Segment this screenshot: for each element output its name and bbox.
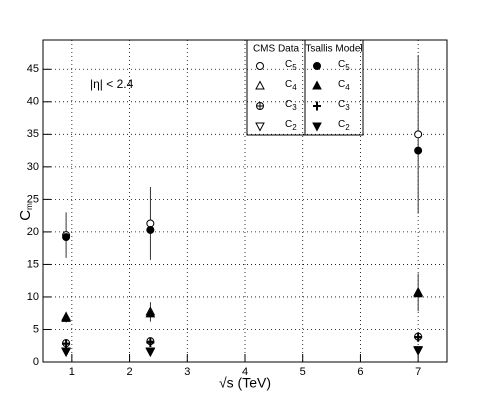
marker [62,339,71,349]
y-tick-label: 35 [27,128,39,140]
legend-label: C2 [285,119,297,132]
legend-label: C3 [285,99,297,112]
legend-label: C4 [285,79,297,92]
legend-marker [312,122,322,132]
y-tick-label: 0 [33,356,39,368]
x-axis-label: √s (TeV) [219,375,271,391]
x-tick-label: 7 [415,366,421,378]
marker [145,308,156,318]
marker [61,312,71,322]
legend-label: C2 [338,119,350,132]
legend-marker [256,62,264,70]
y-tick-label: 10 [27,291,39,303]
legend-label: C4 [338,79,350,92]
marker [146,337,155,347]
legend-marker [313,62,321,70]
y-tick-label: 45 [27,63,39,75]
x-tick-label: 2 [127,366,133,378]
y-tick-label: 20 [27,226,39,238]
marker [146,225,155,234]
marker [414,146,423,155]
marker [145,347,156,357]
y-tick-label: 15 [27,258,39,270]
marker [146,219,155,228]
annotation: |η| < 2.4 [90,77,134,91]
marker [414,332,423,342]
x-tick-label: 5 [300,366,306,378]
y-tick-label: 30 [27,161,39,173]
legend-marker [255,122,265,132]
y-axis-label: Cm [17,203,34,221]
legend-label: C3 [338,99,350,112]
marker [413,346,423,356]
marker [414,130,423,139]
x-tick-label: 3 [184,366,190,378]
x-tick-label: 6 [357,366,363,378]
marker [62,233,71,242]
y-tick-label: 25 [27,193,39,205]
legend-header: CMS Data [253,44,300,55]
legend-marker [312,80,322,90]
legend-marker [255,80,265,90]
x-tick-label: 4 [242,366,248,378]
y-tick-label: 5 [33,323,39,335]
legend-marker [256,102,265,110]
marker [61,348,71,358]
legend-label: C5 [285,59,297,72]
x-tick-label: 1 [69,366,75,378]
y-tick-label: 40 [27,96,39,108]
marker [413,288,423,298]
legend-label: C5 [338,59,350,72]
legend-header: Tsallis Model [305,44,362,55]
legend-marker [313,101,321,111]
